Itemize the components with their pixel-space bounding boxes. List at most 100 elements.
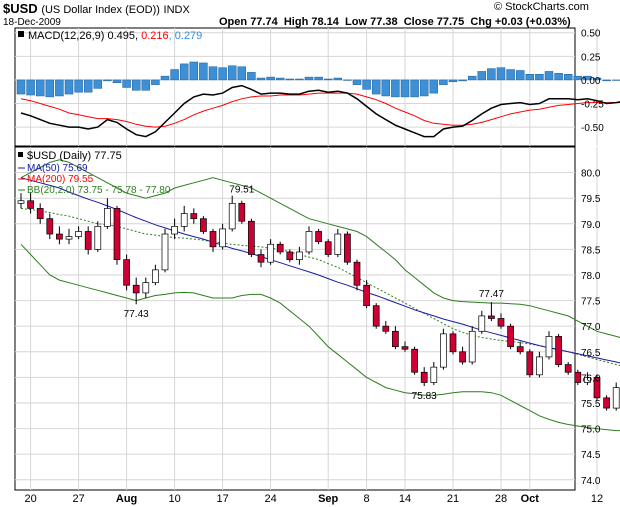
macd-histogram-bar	[208, 66, 218, 81]
macd-histogram-bar	[573, 75, 583, 81]
candle-body	[526, 351, 534, 376]
candle-body	[603, 397, 610, 409]
candle-body	[104, 208, 111, 227]
candle-body	[296, 251, 303, 260]
exchange-label: INDX	[163, 4, 190, 16]
macd-histogram-bar	[45, 79, 55, 98]
macd-histogram-bar	[160, 75, 170, 81]
macd-histogram-bar	[189, 61, 199, 81]
macd-legend: MACD(12,26,9) 0.495, 0.216, 0.279	[28, 30, 202, 42]
price-annotation: 75.83	[412, 391, 437, 402]
bollinger-upper-band	[20, 159, 620, 338]
y-tick-label: 74.0	[581, 476, 601, 487]
candle-body	[46, 218, 54, 235]
y-tick-label: 74.5	[581, 450, 601, 461]
candle-body	[248, 220, 255, 255]
candle-body	[507, 325, 514, 348]
ma50-legend: MA(50) 75.69	[27, 163, 88, 174]
macd-histogram-bar	[535, 74, 544, 81]
candle-body	[440, 333, 447, 368]
macd-y-tick-label: -0.50	[581, 123, 604, 134]
candle-body	[574, 371, 582, 383]
macd-histogram-bar	[256, 77, 266, 81]
candle-body	[584, 377, 591, 383]
candle-body	[17, 200, 25, 204]
macd-histogram-bar	[583, 75, 592, 81]
candle-body	[219, 228, 226, 248]
candle-body	[555, 336, 562, 365]
candle-body	[84, 231, 92, 250]
y-tick-label: 77.0	[581, 322, 601, 333]
candle-body	[180, 213, 188, 227]
candle-body	[123, 259, 130, 286]
x-tick-label: 10	[168, 493, 180, 505]
candle-body	[132, 284, 140, 294]
macd-legend-value: MACD(12,26,9) 0.495,	[28, 30, 141, 42]
macd-panel-frame	[14, 27, 576, 147]
candle-body	[536, 356, 543, 376]
macd-histogram-bar	[458, 79, 467, 82]
candle-body	[324, 241, 332, 255]
candle-body	[392, 330, 399, 348]
y-tick-label: 79.5	[581, 194, 601, 205]
candle-body	[420, 371, 428, 383]
bollinger-lower-band	[20, 243, 620, 432]
y-tick-label: 75.5	[581, 399, 601, 410]
y-tick-label: 78.5	[581, 245, 601, 256]
macd-histogram-bar	[247, 72, 256, 81]
candle-body	[430, 366, 438, 383]
candle-body	[411, 348, 418, 373]
macd-histogram-bar	[323, 78, 333, 81]
candle-body	[593, 377, 601, 399]
macd-legend-swatch	[18, 31, 24, 37]
macd-histogram-bar	[74, 79, 83, 93]
ma200-legend: MA(200) 79.55	[27, 174, 94, 185]
candle-body	[113, 208, 121, 260]
bb-legend: BB(20,2.0) 73.75 - 75.78 - 77.80	[27, 185, 171, 196]
candle-body	[497, 318, 505, 327]
x-tick-label: 17	[216, 493, 228, 505]
candle-body	[449, 333, 457, 353]
macd-histogram-bar	[93, 79, 103, 89]
candle-body	[36, 208, 44, 220]
x-tick-label: 8	[364, 493, 370, 505]
candle-body	[564, 364, 572, 373]
y-tick-label: 79.0	[581, 220, 601, 231]
candle-body	[334, 233, 342, 255]
y-tick-label: 78.0	[581, 271, 601, 282]
x-tick-label: 21	[447, 493, 459, 505]
price-legend: $USD (Daily) 77.75	[27, 150, 122, 162]
candle-body	[257, 254, 265, 263]
candle-body	[315, 231, 322, 243]
macd-histogram-bar	[266, 76, 275, 81]
candle-body	[171, 226, 178, 235]
macd-histogram-bar	[83, 79, 93, 93]
macd-histogram-bar	[285, 78, 295, 81]
candle-body	[161, 233, 169, 271]
ohlc-readout: Open 77.74 High 78.14 Low 77.38 Close 77…	[219, 16, 571, 28]
macd-y-tick-label: -0.25	[581, 100, 604, 111]
macd-histogram-bar	[439, 79, 448, 85]
macd-histogram-bar	[122, 79, 131, 88]
index-name: (US Dollar Index (EOD))	[41, 4, 160, 16]
x-tick-label: 12	[591, 493, 603, 505]
candle-body	[190, 213, 198, 220]
price-legend-swatch	[18, 152, 23, 157]
x-tick-label: Aug	[116, 493, 137, 505]
macd-histogram-bar	[611, 79, 620, 81]
price-panel-frame	[14, 146, 576, 491]
macd-histogram-bar	[477, 71, 487, 81]
macd-histogram-bar	[275, 77, 285, 81]
macd-histogram-bar	[131, 79, 141, 91]
candle-body	[238, 202, 246, 222]
candle-body	[372, 305, 380, 327]
x-tick-label: 20	[24, 493, 36, 505]
candle-body	[200, 218, 207, 232]
candle-body	[65, 236, 73, 240]
macd-histogram-bar	[391, 79, 400, 98]
x-tick-label: Sep	[318, 493, 338, 505]
candle-body	[27, 200, 34, 209]
candle-body	[478, 315, 486, 332]
candle-body	[209, 231, 217, 248]
